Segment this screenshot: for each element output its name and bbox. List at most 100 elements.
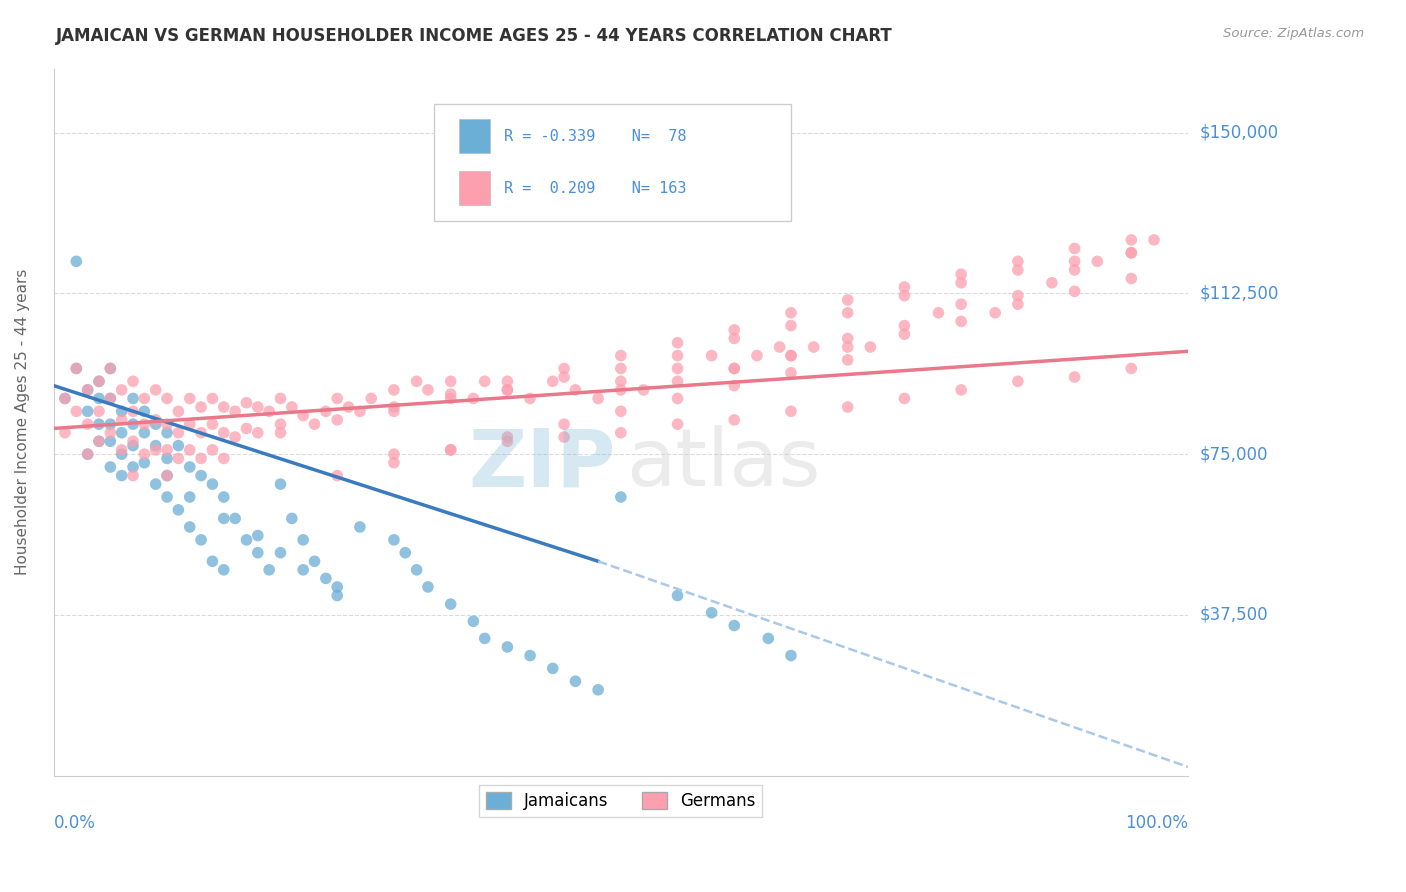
Legend: Jamaicans, Germans: Jamaicans, Germans [479,785,762,817]
Point [326,468,349,483]
Point [212,563,235,577]
Point [134,404,156,418]
Point [304,417,326,432]
FancyBboxPatch shape [458,171,491,205]
Point [201,392,224,406]
Point [145,439,167,453]
FancyBboxPatch shape [458,120,491,153]
Point [463,614,485,628]
Point [122,392,145,406]
Point [405,374,427,388]
Point [179,520,201,534]
Point [122,374,145,388]
Point [1040,276,1063,290]
Point [553,417,575,432]
Point [98,434,121,449]
Point [212,490,235,504]
Point [837,352,859,367]
Point [756,632,779,646]
Point [1007,374,1029,388]
Point [541,661,564,675]
Point [235,533,257,547]
Text: $37,500: $37,500 [1199,606,1268,624]
Point [201,477,224,491]
Point [837,293,859,307]
Point [1063,263,1085,277]
Point [666,361,689,376]
Point [281,400,304,414]
Point [235,395,257,409]
Point [666,417,689,432]
Point [65,361,87,376]
Point [553,430,575,444]
Point [179,490,201,504]
Point [87,417,110,432]
Point [111,468,134,483]
Point [87,404,110,418]
Point [98,417,121,432]
Point [212,451,235,466]
Point [76,447,98,461]
Point [292,563,315,577]
Point [326,392,349,406]
Point [1121,361,1143,376]
Point [394,546,416,560]
Point [65,404,87,418]
Point [666,349,689,363]
Text: atlas: atlas [627,425,821,503]
Point [167,503,190,517]
Point [803,340,825,354]
Point [586,682,609,697]
Point [463,392,485,406]
Point [382,533,405,547]
Point [76,447,98,461]
Text: 0.0%: 0.0% [53,814,96,832]
Point [156,490,179,504]
Point [145,417,167,432]
Point [201,442,224,457]
Point [564,383,586,397]
Text: R = -0.339    N=  78: R = -0.339 N= 78 [503,128,686,144]
Point [269,417,291,432]
Point [723,618,745,632]
Text: Source: ZipAtlas.com: Source: ZipAtlas.com [1223,27,1364,40]
Point [87,434,110,449]
Point [474,374,496,388]
Point [745,349,768,363]
Point [700,349,723,363]
Point [87,374,110,388]
Point [837,340,859,354]
Point [122,404,145,418]
Point [179,442,201,457]
Point [212,425,235,440]
Point [382,383,405,397]
Point [519,648,541,663]
Point [257,404,280,418]
Point [122,468,145,483]
Point [610,361,633,376]
Point [269,425,291,440]
Point [167,439,190,453]
Point [111,447,134,461]
Point [1121,271,1143,285]
Point [269,546,291,560]
Point [553,361,575,376]
Point [950,267,973,281]
Point [405,563,427,577]
Point [145,413,167,427]
Point [1007,254,1029,268]
Point [610,404,633,418]
Point [292,409,315,423]
Point [167,451,190,466]
Point [257,563,280,577]
Point [134,417,156,432]
Point [134,425,156,440]
Point [723,378,745,392]
Point [666,374,689,388]
Point [586,392,609,406]
Point [780,318,803,333]
Point [156,417,179,432]
Point [246,400,269,414]
Point [610,349,633,363]
Point [382,456,405,470]
